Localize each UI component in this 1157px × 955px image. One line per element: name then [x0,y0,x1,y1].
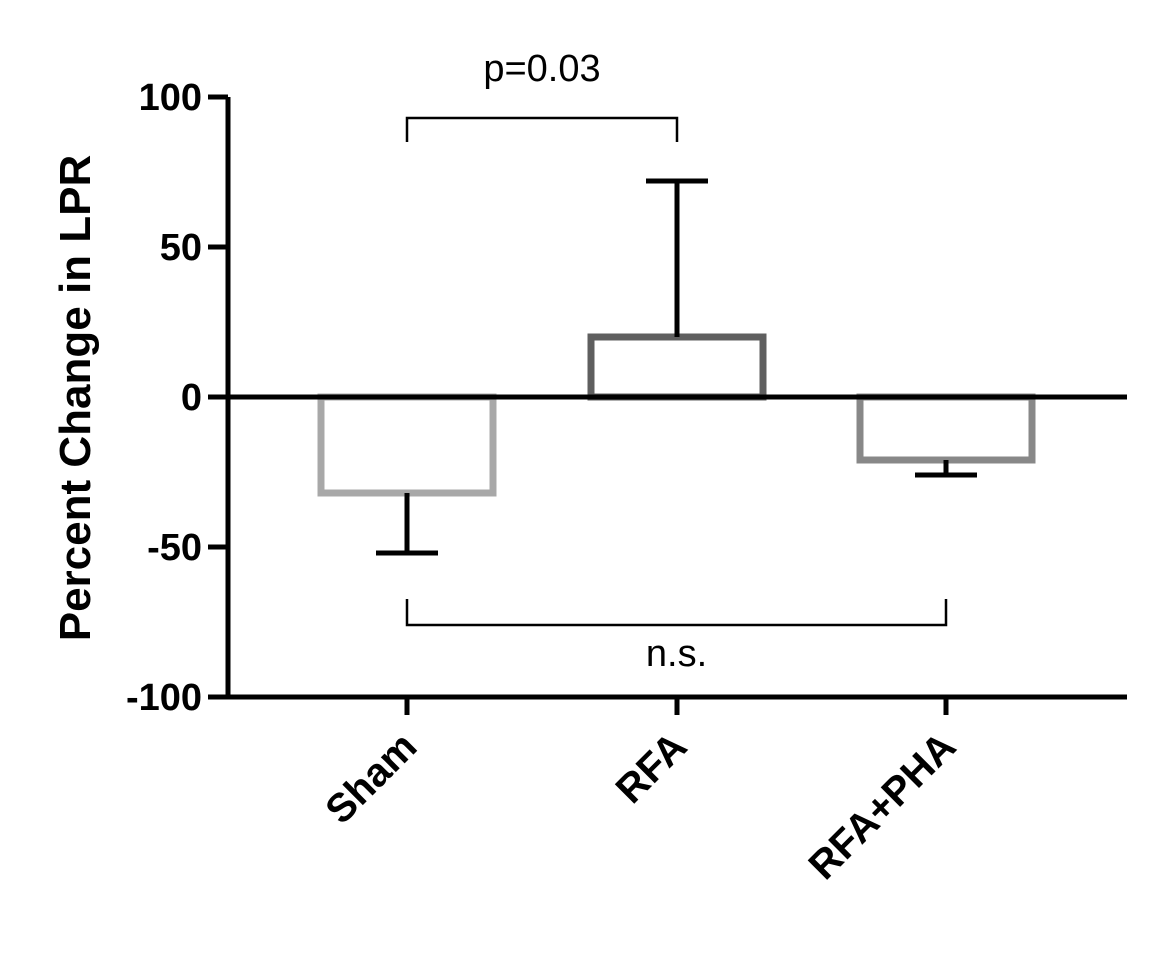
labels-layer: Sham RFA RFA+PHA 100 50 0 -50 -100 [126,77,964,888]
bar-sham [317,393,497,497]
y-tick-label-4: -50 [147,527,202,569]
x-tick-label-1: Sham [317,724,425,832]
bar-rfa-pha [856,393,1036,464]
significance-bracket-1 [405,116,679,142]
y-tick-label-2: 50 [160,227,202,269]
significance-label-1: p=0.03 [483,48,600,90]
bars-layer [317,333,1036,497]
y-tick-label-5: -100 [126,677,202,719]
y-tick-label-3: 0 [181,377,202,419]
significance-label-2: n.s. [646,633,707,675]
x-tick-label-2: RFA [608,724,696,812]
y-axis-label: Percent Change in LPR [51,155,100,642]
error-bars-layer [376,178,977,556]
bar-rfa [587,333,767,401]
x-tick-label-3: RFA+PHA [800,724,964,888]
axes-layer [208,94,1127,715]
annotations-layer: p=0.03 n.s. [405,48,948,675]
significance-bracket-2 [405,599,948,627]
y-tick-label-1: 100 [139,77,202,119]
